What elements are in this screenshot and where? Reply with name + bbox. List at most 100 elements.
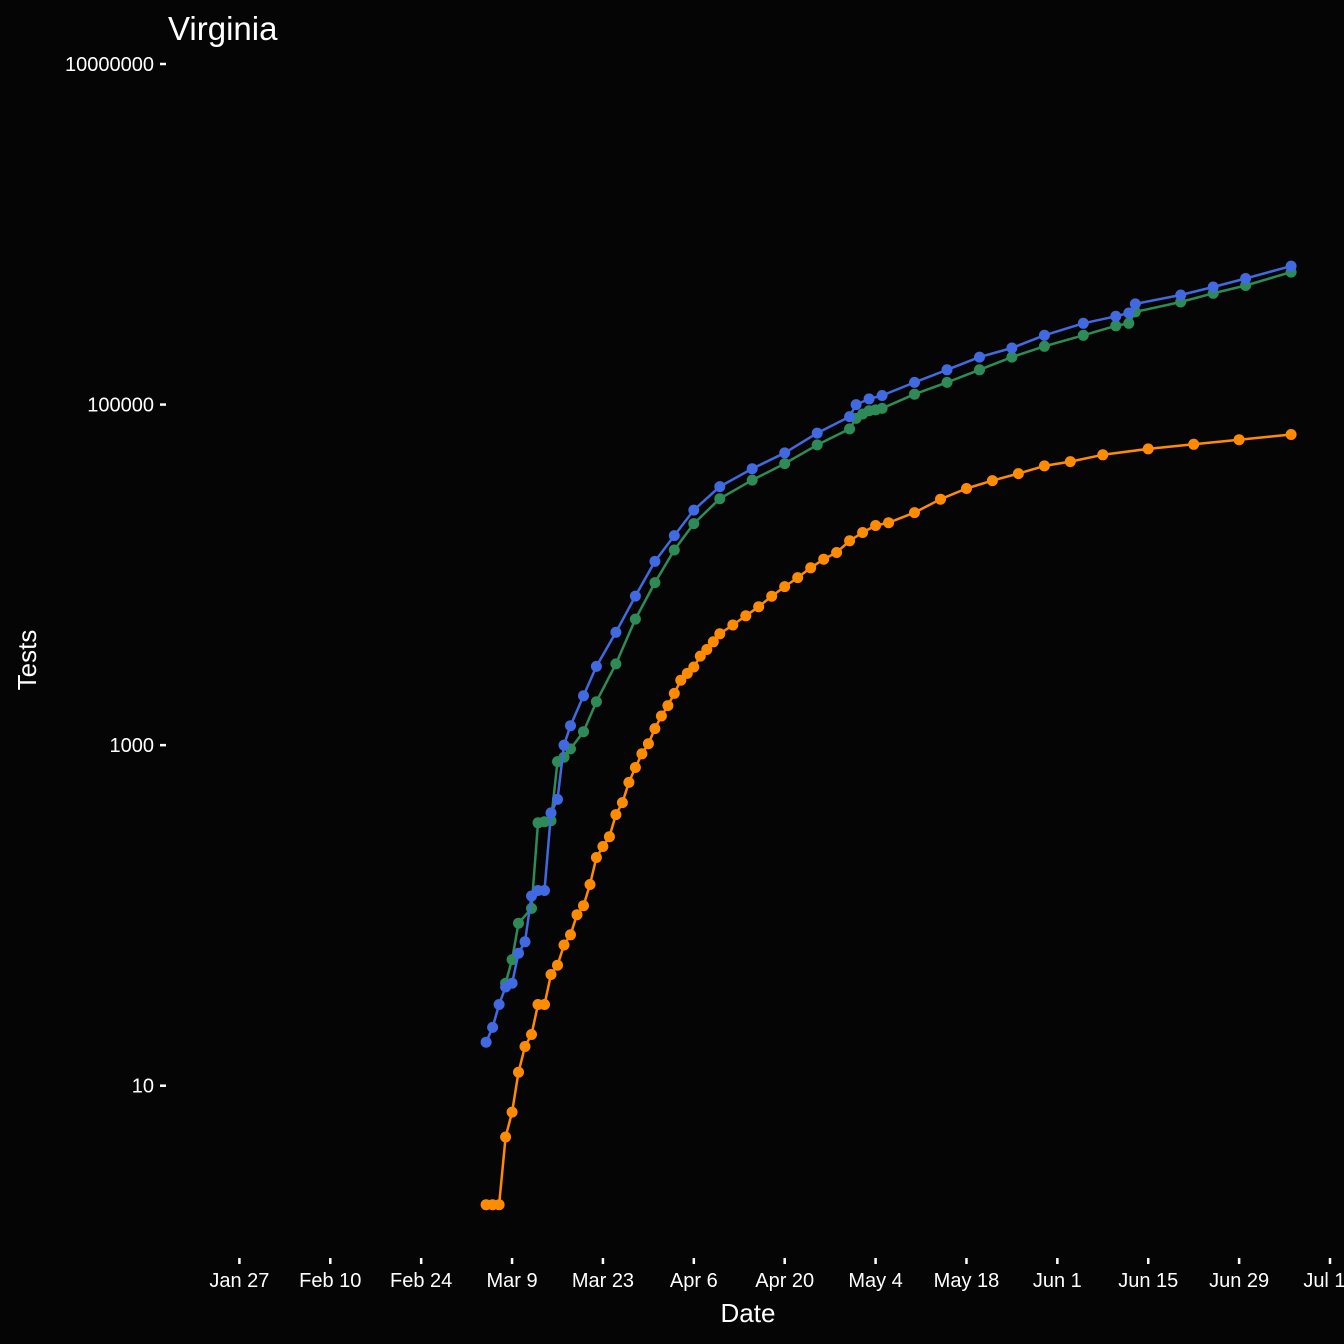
y-tick-label: 10 xyxy=(132,1076,154,1098)
x-tick-label: Mar 9 xyxy=(486,1270,537,1292)
data-point xyxy=(500,1131,512,1143)
x-tick-label: Apr 20 xyxy=(755,1270,814,1292)
data-point xyxy=(707,636,719,648)
data-point xyxy=(487,1021,499,1033)
data-point xyxy=(746,463,758,475)
data-point xyxy=(844,423,856,435)
data-point xyxy=(746,474,758,486)
data-point xyxy=(792,572,804,584)
data-point xyxy=(870,520,882,531)
x-tick-label: Jul 13 xyxy=(1303,1270,1344,1292)
data-point xyxy=(616,797,628,809)
series-line xyxy=(504,270,1292,984)
data-point xyxy=(539,999,550,1010)
data-point xyxy=(1110,320,1122,332)
data-point xyxy=(779,581,791,593)
x-tick-label: Apr 6 xyxy=(670,1270,718,1292)
data-point xyxy=(578,690,589,702)
data-point xyxy=(519,1041,531,1052)
data-point xyxy=(805,562,817,574)
x-tick-label: Feb 24 xyxy=(390,1270,452,1292)
data-point xyxy=(545,807,557,819)
x-tick-label: Jun 29 xyxy=(1209,1270,1269,1292)
data-point xyxy=(1012,468,1024,480)
y-tick-label: 100000 xyxy=(87,395,154,417)
data-point xyxy=(863,393,875,405)
data-point xyxy=(1038,460,1050,472)
y-tick-label: 1000 xyxy=(110,735,155,757)
data-point xyxy=(779,447,791,459)
x-tick-label: Jun 1 xyxy=(1033,1270,1082,1292)
data-point xyxy=(818,553,830,565)
data-point xyxy=(831,547,843,558)
data-point xyxy=(974,351,985,363)
data-point xyxy=(513,947,524,959)
data-point xyxy=(766,590,778,602)
data-point xyxy=(941,376,953,388)
x-tick-label: Jan 27 xyxy=(209,1270,269,1292)
y-axis-title: Tests xyxy=(12,630,42,691)
data-point xyxy=(1123,307,1135,319)
data-point xyxy=(571,909,583,921)
data-point xyxy=(740,610,752,622)
data-point xyxy=(493,999,505,1010)
series-line xyxy=(484,264,1292,1043)
data-point xyxy=(629,613,641,625)
data-point xyxy=(714,481,726,493)
data-point xyxy=(1142,443,1154,455)
data-point xyxy=(1097,449,1109,461)
data-point xyxy=(909,388,920,400)
data-point xyxy=(603,831,615,843)
data-point xyxy=(629,762,641,773)
data-point xyxy=(1064,456,1076,468)
data-point xyxy=(675,674,687,686)
data-point xyxy=(1207,281,1219,293)
data-point xyxy=(1006,351,1018,363)
data-point xyxy=(811,439,823,451)
x-tick-label: Jun 15 xyxy=(1118,1270,1178,1292)
data-point xyxy=(714,493,726,505)
data-point xyxy=(909,376,920,388)
data-point xyxy=(811,427,823,439)
y-axis: 10 1000 100000 10000000 xyxy=(65,54,166,1098)
data-point xyxy=(1175,289,1187,301)
data-point xyxy=(526,1029,537,1040)
plot-area xyxy=(480,260,1297,1211)
data-point xyxy=(552,959,563,971)
data-point xyxy=(850,399,862,411)
data-point xyxy=(565,720,576,732)
data-point xyxy=(876,390,888,401)
data-point xyxy=(649,723,661,735)
data-point xyxy=(779,458,791,470)
data-point xyxy=(565,929,576,941)
data-point xyxy=(688,504,700,516)
data-point xyxy=(642,738,654,750)
data-point xyxy=(1006,342,1018,354)
data-point xyxy=(714,628,726,640)
data-point xyxy=(578,900,589,912)
data-point xyxy=(1188,438,1200,450)
data-point xyxy=(506,977,518,989)
data-point xyxy=(590,660,602,672)
data-point xyxy=(668,687,680,699)
x-axis: Jan 27 Feb 10 Feb 24 Mar 9 Mar 23 Apr 6 Apr 20… xyxy=(209,1258,1344,1292)
data-point xyxy=(584,879,596,890)
data-point xyxy=(1129,298,1141,310)
data-point xyxy=(688,518,700,530)
data-point xyxy=(597,841,609,852)
data-point xyxy=(1110,310,1122,322)
x-tick-label: Mar 23 xyxy=(572,1270,634,1292)
data-point xyxy=(513,917,524,929)
data-point xyxy=(844,535,856,547)
data-point xyxy=(974,364,985,376)
data-point xyxy=(1123,317,1135,329)
data-point xyxy=(668,530,680,542)
series-1 xyxy=(480,260,1297,1048)
data-point xyxy=(1240,273,1252,284)
data-point xyxy=(753,601,765,613)
x-tick-label: May 4 xyxy=(848,1270,902,1292)
data-point xyxy=(1285,260,1297,272)
data-point xyxy=(552,793,563,805)
data-point xyxy=(1038,329,1050,341)
